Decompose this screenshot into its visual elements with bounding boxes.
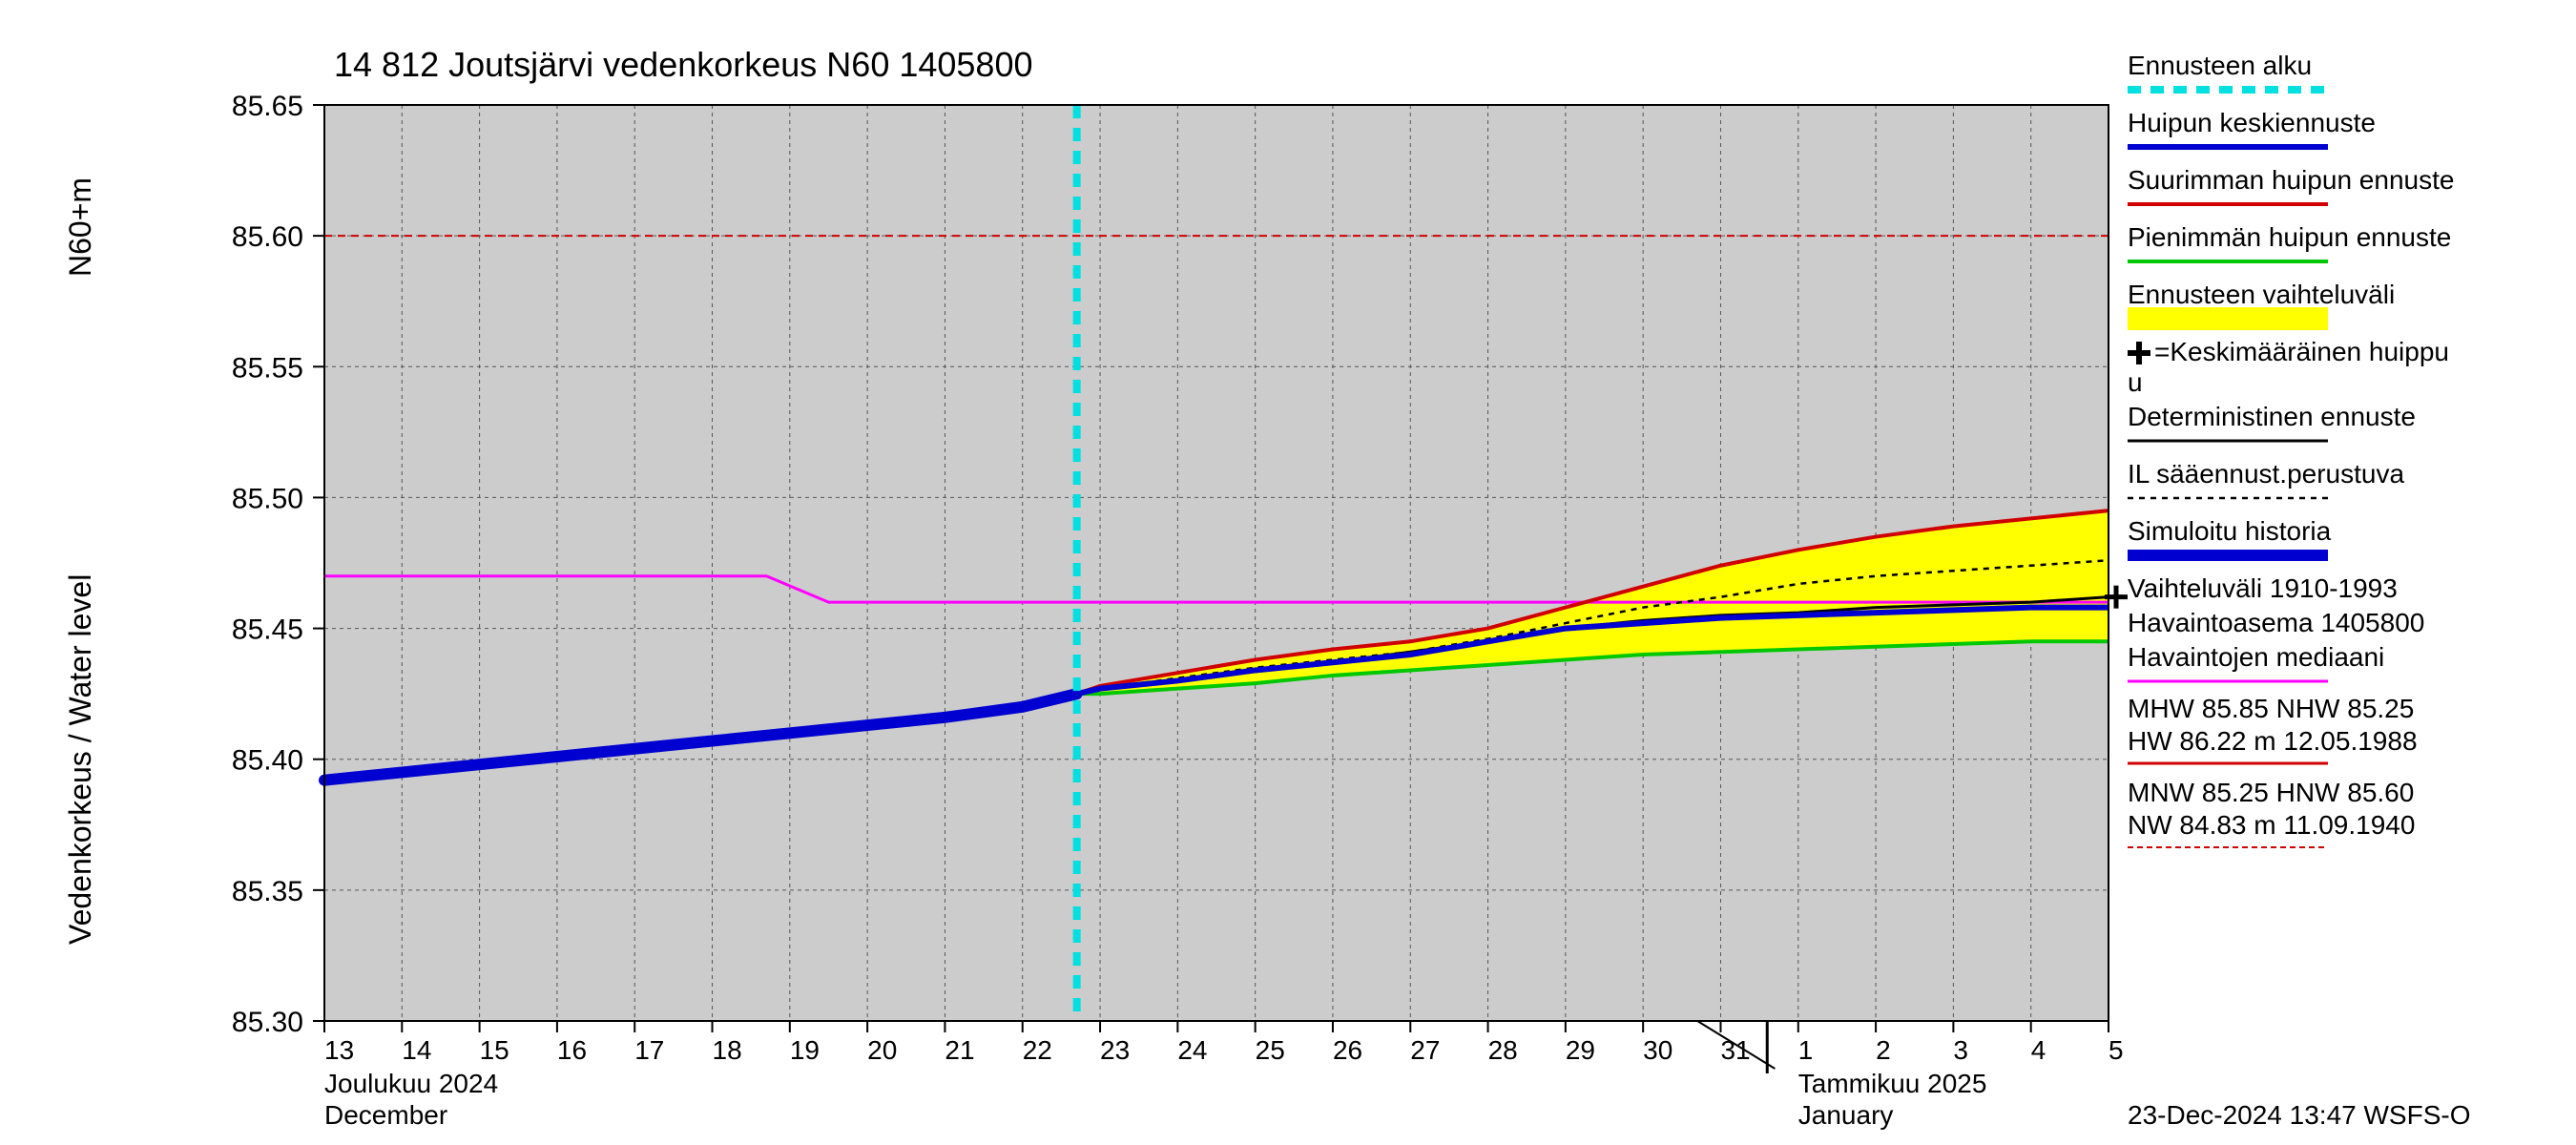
y-tick-label: 85.40: [232, 745, 303, 777]
y-tick-label: 85.65: [232, 91, 303, 122]
x-tick-label: 27: [1410, 1035, 1440, 1065]
x-tick-label: 3: [1953, 1035, 1968, 1065]
x-month2-en: January: [1798, 1100, 1894, 1130]
x-tick-label: 23: [1100, 1035, 1130, 1065]
chart-title: 14 812 Joutsjärvi vedenkorkeus N60 14058…: [334, 45, 1033, 84]
x-tick-label: 28: [1488, 1035, 1518, 1065]
legend-range: Ennusteen vaihteluväli: [2128, 280, 2395, 309]
legend-peak_max: Suurimman huipun ennuste: [2128, 165, 2454, 195]
y-tick-label: 85.50: [232, 483, 303, 514]
x-month1-en: December: [324, 1100, 447, 1130]
y-tick-label: 85.60: [232, 221, 303, 253]
y-tick-label: 85.55: [232, 352, 303, 384]
legend-range_hist: Vaihteluväli 1910-1993: [2128, 573, 2398, 603]
y-tick-label: 85.45: [232, 614, 303, 646]
x-month1-fi: Joulukuu 2024: [324, 1069, 498, 1098]
footer-timestamp: 23-Dec-2024 13:47 WSFS-O: [2128, 1100, 2471, 1130]
legend-median_obs: Havaintojen mediaani: [2128, 642, 2384, 672]
x-month2-fi: Tammikuu 2025: [1798, 1069, 1987, 1098]
legend-stats-mhw: MHW 85.85 NHW 85.25: [2128, 694, 2414, 723]
x-tick-label: 1: [1798, 1035, 1814, 1065]
legend-stats-mnw: MNW 85.25 HNW 85.60: [2128, 778, 2414, 807]
x-tick-label: 14: [402, 1035, 431, 1065]
legend-stats-nw: NW 84.83 m 11.09.1940: [2128, 810, 2415, 840]
x-tick-label: 29: [1566, 1035, 1595, 1065]
x-tick-label: 15: [480, 1035, 509, 1065]
x-tick-label: 5: [2109, 1035, 2124, 1065]
x-tick-label: 20: [867, 1035, 897, 1065]
legend-avg_peak: =Keskimääräinen huippu: [2154, 337, 2449, 366]
y-axis-label-left: Vedenkorkeus / Water level: [63, 574, 97, 945]
x-tick-label: 4: [2031, 1035, 2046, 1065]
y-tick-label: 85.35: [232, 876, 303, 907]
x-tick-label: 21: [945, 1035, 974, 1065]
x-tick-label: 22: [1023, 1035, 1052, 1065]
x-tick-label: 19: [790, 1035, 820, 1065]
x-tick-label: 16: [557, 1035, 587, 1065]
water-level-chart: 85.30 85.35 85.40 85.45 85.50 85.55 85.60 85.65…: [0, 0, 2576, 1145]
x-tick-label: 13: [324, 1035, 354, 1065]
legend-deterministic: Deterministinen ennuste: [2128, 402, 2416, 431]
legend-peak_mean: Huipun keskiennuste: [2128, 108, 2376, 137]
x-tick-label: 24: [1177, 1035, 1207, 1065]
y-axis-label-right: N60+m: [63, 177, 97, 277]
svg-text:u: u: [2128, 367, 2143, 397]
x-tick-label: 2: [1876, 1035, 1891, 1065]
y-tick-label: 85.30: [232, 1007, 303, 1038]
legend-sim_history: Simuloitu historia: [2128, 516, 2332, 546]
legend-forecast_start: Ennusteen alku: [2128, 51, 2312, 80]
legend-stats-hw: HW 86.22 m 12.05.1988: [2128, 726, 2418, 756]
x-tick-label: 17: [634, 1035, 664, 1065]
legend-peak_min: Pienimmän huipun ennuste: [2128, 222, 2451, 252]
x-tick-label: 26: [1333, 1035, 1362, 1065]
x-tick-label: 18: [713, 1035, 742, 1065]
x-tick-label: 30: [1643, 1035, 1672, 1065]
legend-station: Havaintoasema 1405800: [2128, 608, 2424, 637]
legend-il_weather: IL sääennust.perustuva: [2128, 459, 2404, 489]
x-tick-label: 25: [1256, 1035, 1285, 1065]
